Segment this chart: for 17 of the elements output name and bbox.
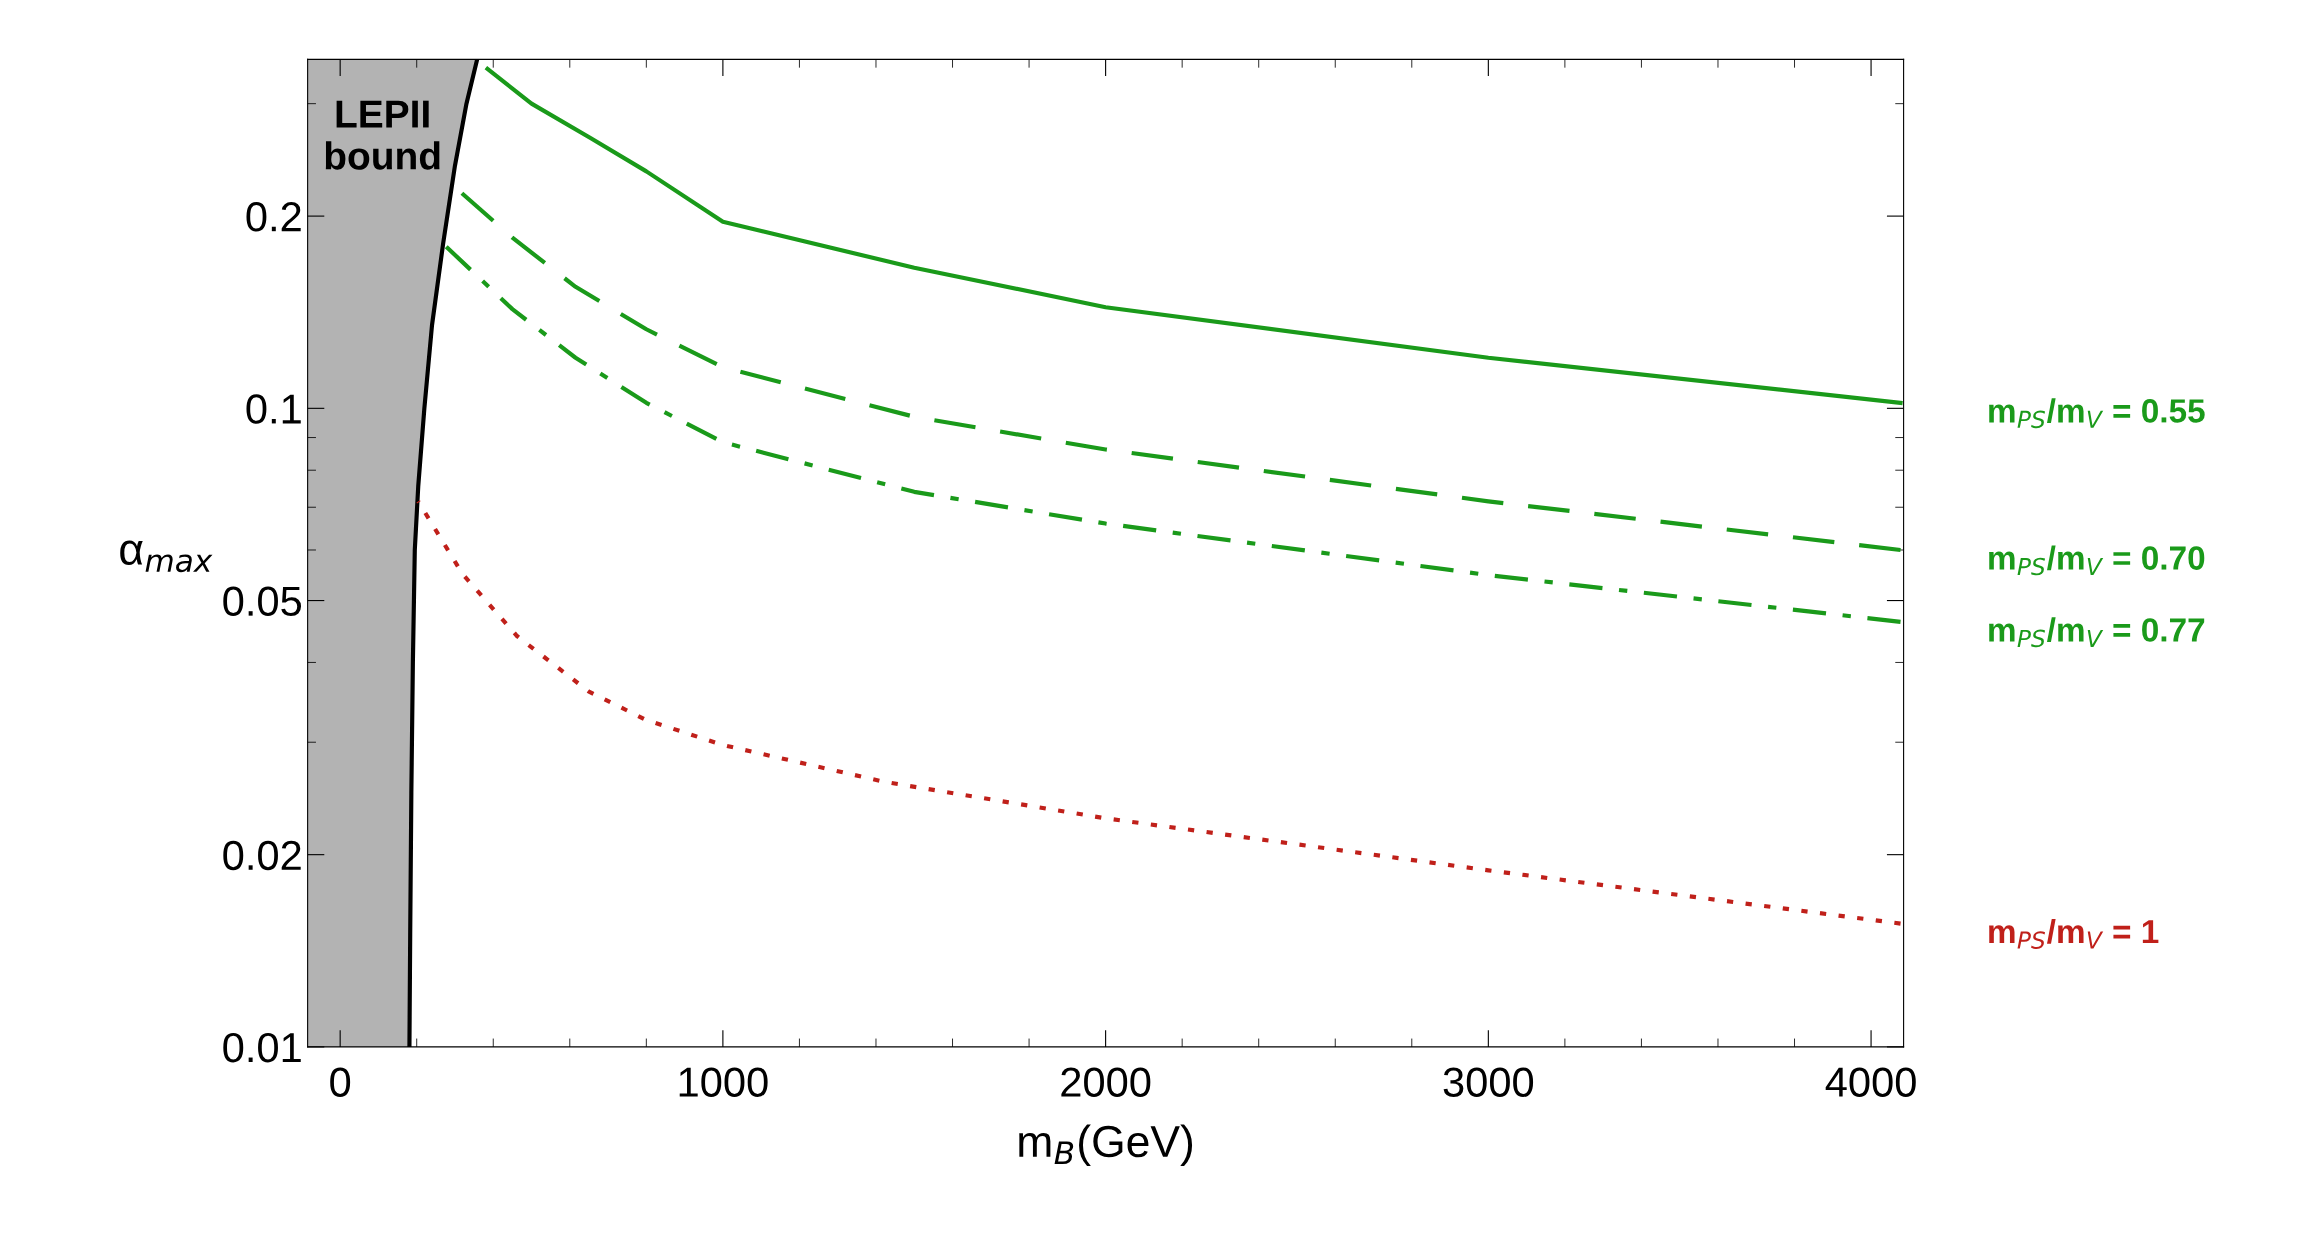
x-tick-label: 4000 — [1825, 1067, 1916, 1097]
y-tick-label: 0.05 — [223, 586, 302, 617]
x-tick-label: 3000 — [1443, 1067, 1534, 1097]
annotation: LEPII bound — [325, 100, 440, 170]
y-tick-label: 0.01 — [223, 1032, 301, 1063]
y-tick-label: 0.1 — [246, 394, 301, 424]
text: m$_{PS}$/m$_{V}$ = 1 — [1989, 918, 2159, 949]
y-axis-title: α$_{max}$ — [120, 540, 213, 573]
text: m$_{PS}$/m$_{V}$ = 0.77 — [1989, 617, 2205, 648]
y-tick-label: 0.2 — [246, 202, 301, 232]
y-tick-label: 0.02 — [223, 840, 301, 871]
x-axis-title: m$_{B}$(GeV) — [1019, 1124, 1193, 1167]
text: m$_{PS}$/m$_{V}$ = 0.70 — [1989, 545, 2205, 576]
text: m$_{PS}$/m$_{V}$ = 0.55 — [1989, 398, 2205, 429]
x-tick-label: 0 — [330, 1067, 351, 1097]
x-tick-label: 1000 — [679, 1067, 768, 1097]
x-tick-label: 2000 — [1061, 1067, 1151, 1097]
